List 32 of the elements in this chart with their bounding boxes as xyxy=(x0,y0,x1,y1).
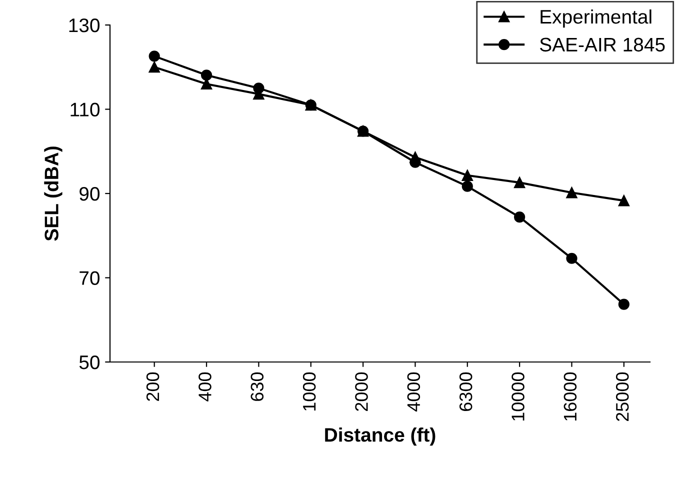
x-tick-label: 10000 xyxy=(512,372,524,421)
y-tick-label: 70 xyxy=(80,271,100,285)
y-tick-label: 110 xyxy=(70,102,100,116)
point xyxy=(148,62,160,73)
x-axis-title: Distance (ft) xyxy=(325,427,436,446)
point xyxy=(462,170,473,181)
point xyxy=(200,70,212,81)
legend-label: Experimental xyxy=(540,9,652,28)
point xyxy=(514,212,526,223)
point xyxy=(566,187,578,198)
x-tick-label: 630 xyxy=(250,372,264,401)
y-tick-label: 90 xyxy=(80,186,100,201)
y-tick-label: 130 xyxy=(69,18,100,32)
x-tick-label: 200 xyxy=(146,372,160,401)
point xyxy=(410,156,421,168)
point xyxy=(566,252,578,264)
x-tick-label: 400 xyxy=(198,372,212,402)
point xyxy=(148,50,160,62)
x-tick-label: 4000 xyxy=(407,372,420,412)
point xyxy=(618,195,630,206)
x-tick-label: 2000 xyxy=(355,372,368,411)
y-tick-label: 50 xyxy=(79,355,100,370)
x-tick-label: 1000 xyxy=(302,372,316,411)
point xyxy=(514,176,526,188)
point xyxy=(253,82,264,94)
y-axis-title: SEL (dBA) xyxy=(44,146,62,241)
point xyxy=(618,298,630,310)
x-tick-label: 16000 xyxy=(564,372,577,421)
point xyxy=(462,180,473,192)
x-tick-label: 25000 xyxy=(616,372,629,422)
legend-label: SAE-AIR 1845 xyxy=(540,38,665,52)
x-tick-label: 6300 xyxy=(459,372,472,411)
